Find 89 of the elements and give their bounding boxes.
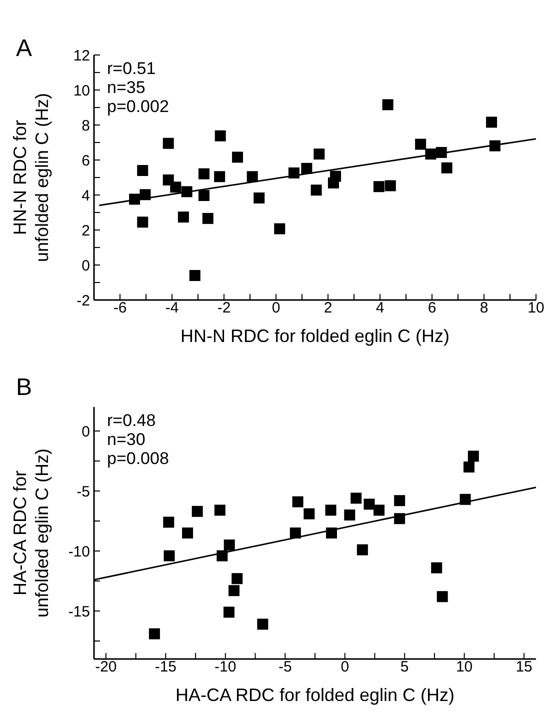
point bbox=[374, 504, 385, 516]
x-tick-label: -2 bbox=[217, 300, 231, 317]
point bbox=[148, 628, 160, 640]
point bbox=[254, 192, 265, 204]
point bbox=[198, 190, 210, 202]
point bbox=[224, 540, 235, 550]
point bbox=[170, 182, 182, 193]
x-tick-label: 8 bbox=[480, 300, 488, 317]
y-tick-label: 0 bbox=[82, 257, 90, 274]
y-tick-label: 2 bbox=[82, 222, 90, 240]
point bbox=[137, 165, 148, 176]
point bbox=[274, 223, 286, 234]
point bbox=[373, 181, 384, 192]
point bbox=[330, 170, 342, 182]
x-tick-label: 2 bbox=[324, 300, 332, 317]
x-tick-label: 0 bbox=[340, 658, 350, 676]
point bbox=[228, 585, 240, 596]
point bbox=[223, 606, 234, 618]
point bbox=[344, 510, 356, 520]
point bbox=[198, 168, 210, 180]
annotation: p=0.002 bbox=[107, 97, 169, 116]
point bbox=[178, 212, 189, 223]
point bbox=[257, 618, 268, 630]
annotation: r=0.51 bbox=[107, 59, 157, 78]
point bbox=[468, 450, 479, 462]
point bbox=[202, 212, 214, 224]
chart-title: B bbox=[16, 374, 32, 401]
point bbox=[189, 270, 200, 281]
x-tick-label: 5 bbox=[400, 658, 409, 676]
point bbox=[350, 492, 362, 504]
point bbox=[382, 99, 394, 110]
point bbox=[325, 504, 336, 516]
y-tick-label: -15 bbox=[68, 603, 90, 620]
y-tick-label: 0 bbox=[82, 423, 90, 440]
annotation: n=30 bbox=[107, 430, 146, 449]
y-tick-label: 8 bbox=[82, 117, 90, 134]
y-axis-title: HA-CA RDC for unfolded eglin C (Hz) bbox=[10, 448, 52, 618]
point bbox=[232, 152, 244, 163]
y-tick-label: 6 bbox=[82, 152, 90, 170]
point bbox=[232, 573, 243, 584]
point bbox=[162, 138, 174, 149]
point bbox=[301, 162, 312, 174]
point bbox=[436, 591, 448, 602]
x-tick-label: -10 bbox=[214, 658, 236, 676]
x-tick-label: 6 bbox=[428, 300, 436, 317]
y-axis-title: HN-N RDC for unfolded eglin C (Hz) bbox=[10, 92, 52, 262]
point bbox=[164, 550, 175, 562]
y-tick-label: 10 bbox=[73, 82, 90, 100]
y-tick-label: 12 bbox=[73, 47, 90, 64]
point bbox=[415, 138, 426, 150]
point bbox=[463, 462, 474, 472]
point bbox=[246, 171, 258, 182]
annotation: r=0.48 bbox=[107, 411, 157, 430]
point bbox=[394, 495, 406, 506]
x-tick-label: 4 bbox=[376, 300, 384, 317]
y-tick-label: -10 bbox=[68, 543, 90, 560]
y-tick-label: -5 bbox=[76, 483, 90, 500]
point bbox=[163, 516, 174, 528]
point bbox=[214, 171, 226, 182]
point bbox=[314, 148, 325, 160]
point bbox=[214, 504, 226, 516]
point bbox=[356, 544, 368, 556]
point bbox=[384, 180, 396, 192]
x-tick-label: 15 bbox=[516, 658, 532, 676]
x-axis-title: HN-N RDC for folded eglin C (Hz) bbox=[180, 326, 450, 346]
point bbox=[310, 184, 322, 196]
x-tick-label: -20 bbox=[95, 658, 117, 676]
x-tick-label: 10 bbox=[528, 300, 544, 317]
point bbox=[192, 506, 203, 517]
x-axis-title: HA-CA RDC for folded eglin C (Hz) bbox=[175, 685, 455, 705]
point bbox=[441, 162, 452, 174]
x-tick-label: -5 bbox=[278, 658, 292, 676]
annotation: n=35 bbox=[107, 78, 146, 97]
point bbox=[304, 508, 315, 520]
x-tick-label: -15 bbox=[154, 658, 177, 676]
point bbox=[214, 130, 226, 142]
annotation: p=0.008 bbox=[107, 449, 169, 468]
chart-title: A bbox=[16, 35, 32, 62]
x-tick-label: 0 bbox=[272, 300, 280, 317]
x-tick-label: -4 bbox=[165, 300, 179, 317]
point bbox=[486, 116, 498, 128]
point bbox=[364, 498, 375, 510]
point bbox=[431, 562, 442, 574]
point bbox=[182, 528, 194, 538]
y-tick-label: 4 bbox=[82, 187, 90, 204]
x-tick-label: 10 bbox=[456, 658, 473, 676]
x-tick-label: -6 bbox=[113, 300, 127, 317]
point bbox=[292, 496, 304, 508]
point bbox=[137, 216, 148, 228]
